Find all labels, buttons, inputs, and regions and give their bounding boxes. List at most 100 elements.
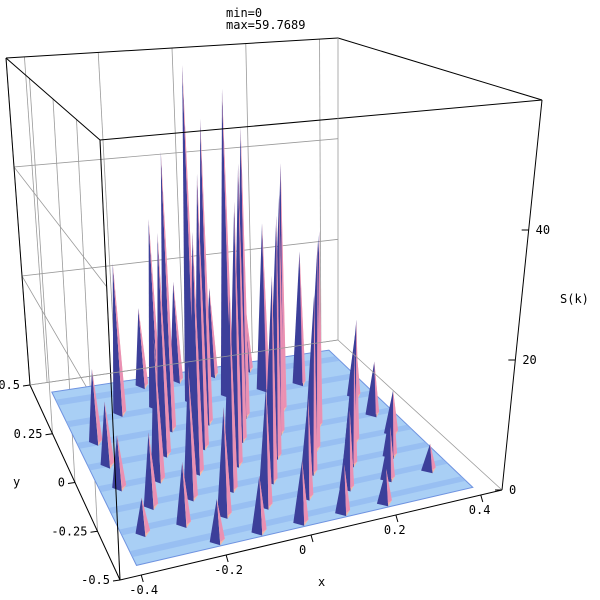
peak: [376, 469, 392, 507]
x-tick: [140, 574, 144, 583]
x-tick-label: -0.2: [214, 563, 243, 577]
peak-face-pink: [234, 201, 243, 465]
peak-face-dark: [293, 460, 305, 526]
peak: [183, 365, 198, 502]
peak: [220, 88, 234, 399]
peak: [365, 361, 380, 418]
peak-face-pink: [222, 88, 234, 396]
z-tick-label: 40: [536, 223, 550, 237]
y-tick: [112, 579, 121, 582]
y-axis-label: y: [13, 475, 20, 489]
peak-face-dark: [380, 427, 392, 483]
peak-face-dark: [135, 497, 146, 538]
peak-face-dark: [89, 368, 99, 446]
peak-face-dark: [257, 385, 269, 510]
peak: [217, 406, 232, 519]
peak-face-dark: [170, 281, 180, 384]
peak: [421, 443, 436, 474]
y-tick-label: 0: [58, 476, 65, 490]
peak-face-pink: [153, 338, 165, 481]
peak-face-pink: [279, 194, 285, 433]
peak-face-pink: [259, 475, 267, 533]
grid-line: [171, 47, 185, 363]
grid-line: [29, 78, 53, 434]
box-edge: [5, 57, 31, 386]
peak-face-dark: [209, 498, 221, 546]
peak-face-pink: [216, 498, 225, 542]
peak-face-pink: [104, 401, 115, 466]
peak-face-pink: [271, 275, 278, 482]
y-tick-label: 0.25: [14, 427, 43, 441]
y-tick: [67, 482, 76, 484]
peak-face-dark: [112, 434, 122, 492]
peak-face-dark: [112, 263, 123, 417]
grid-line: [245, 43, 253, 353]
peak-face-pink: [229, 294, 238, 490]
z-tick-label: 20: [522, 353, 536, 367]
x-tick-label: 0: [299, 543, 306, 557]
peak: [176, 461, 191, 528]
peak-face-pink: [266, 385, 273, 507]
peak-face-dark: [176, 461, 187, 528]
peak: [339, 409, 355, 492]
x-tick: [480, 494, 484, 503]
peak-face-pink: [344, 464, 351, 513]
peak-face-pink: [138, 308, 149, 387]
peak-face-dark: [157, 232, 168, 458]
peak: [151, 338, 165, 484]
chart-max-label: max=59.7689: [226, 18, 305, 32]
peak-face-pink: [349, 409, 355, 489]
peak-face-dark: [256, 223, 267, 393]
box-edge: [99, 139, 121, 581]
peak-face-pink: [355, 319, 360, 441]
peak-face-pink: [117, 434, 127, 489]
peak-face-dark: [251, 475, 263, 536]
y-tick: [45, 433, 53, 436]
peak: [189, 231, 204, 476]
x-tick-label: 0.2: [384, 523, 406, 537]
y-tick-label: -0.25: [51, 524, 87, 538]
chart-min-label: min=0: [226, 6, 262, 20]
x-tick-label: 0.4: [469, 503, 491, 517]
x-tick: [310, 534, 314, 543]
peak: [170, 281, 183, 384]
y-tick: [22, 384, 31, 387]
box-edge-hidden: [29, 339, 339, 386]
peak-face-pink: [245, 304, 253, 370]
peak-face-pink: [173, 281, 183, 381]
y-tick-label: -0.5: [81, 573, 110, 587]
box-edge: [99, 99, 543, 141]
peak-face-pink: [318, 231, 323, 426]
peak-face-pink: [192, 231, 204, 473]
peak-face-pink: [308, 397, 314, 498]
peak-face-pink: [141, 497, 151, 534]
peak-face-dark: [143, 432, 154, 511]
peak-face-pink: [148, 432, 159, 507]
box-edge: [337, 37, 543, 101]
grid-line: [319, 39, 322, 343]
peak-face-pink: [390, 427, 395, 480]
tick-layer: -0.4 -0.2 0 0.2 0.4 0.5 0.25 0 -0.25 -0.5 0 20 40: [0, 223, 550, 597]
peak-face-pink: [112, 263, 127, 414]
peak-face-pink: [393, 393, 397, 456]
peaks-layer: [89, 64, 436, 546]
x-tick: [395, 514, 399, 523]
peak-face-dark: [421, 443, 433, 474]
peak-face-pink: [430, 443, 436, 471]
x-tick-label: -0.4: [129, 583, 158, 597]
peak-face-pink: [188, 365, 198, 499]
peak-face-pink: [238, 163, 247, 440]
peak-face-pink: [209, 288, 218, 376]
peak-face-dark: [151, 338, 161, 484]
peak: [157, 232, 171, 458]
peak: [257, 385, 273, 510]
x-tick: [225, 554, 229, 563]
surface-stripe: [119, 459, 448, 536]
grid-line: [24, 56, 48, 383]
surface-stripe: [97, 424, 412, 493]
peak: [112, 263, 127, 417]
peak-face-dark: [100, 401, 111, 469]
peak-face-pink: [299, 251, 306, 384]
box-edge-hidden: [337, 339, 503, 491]
